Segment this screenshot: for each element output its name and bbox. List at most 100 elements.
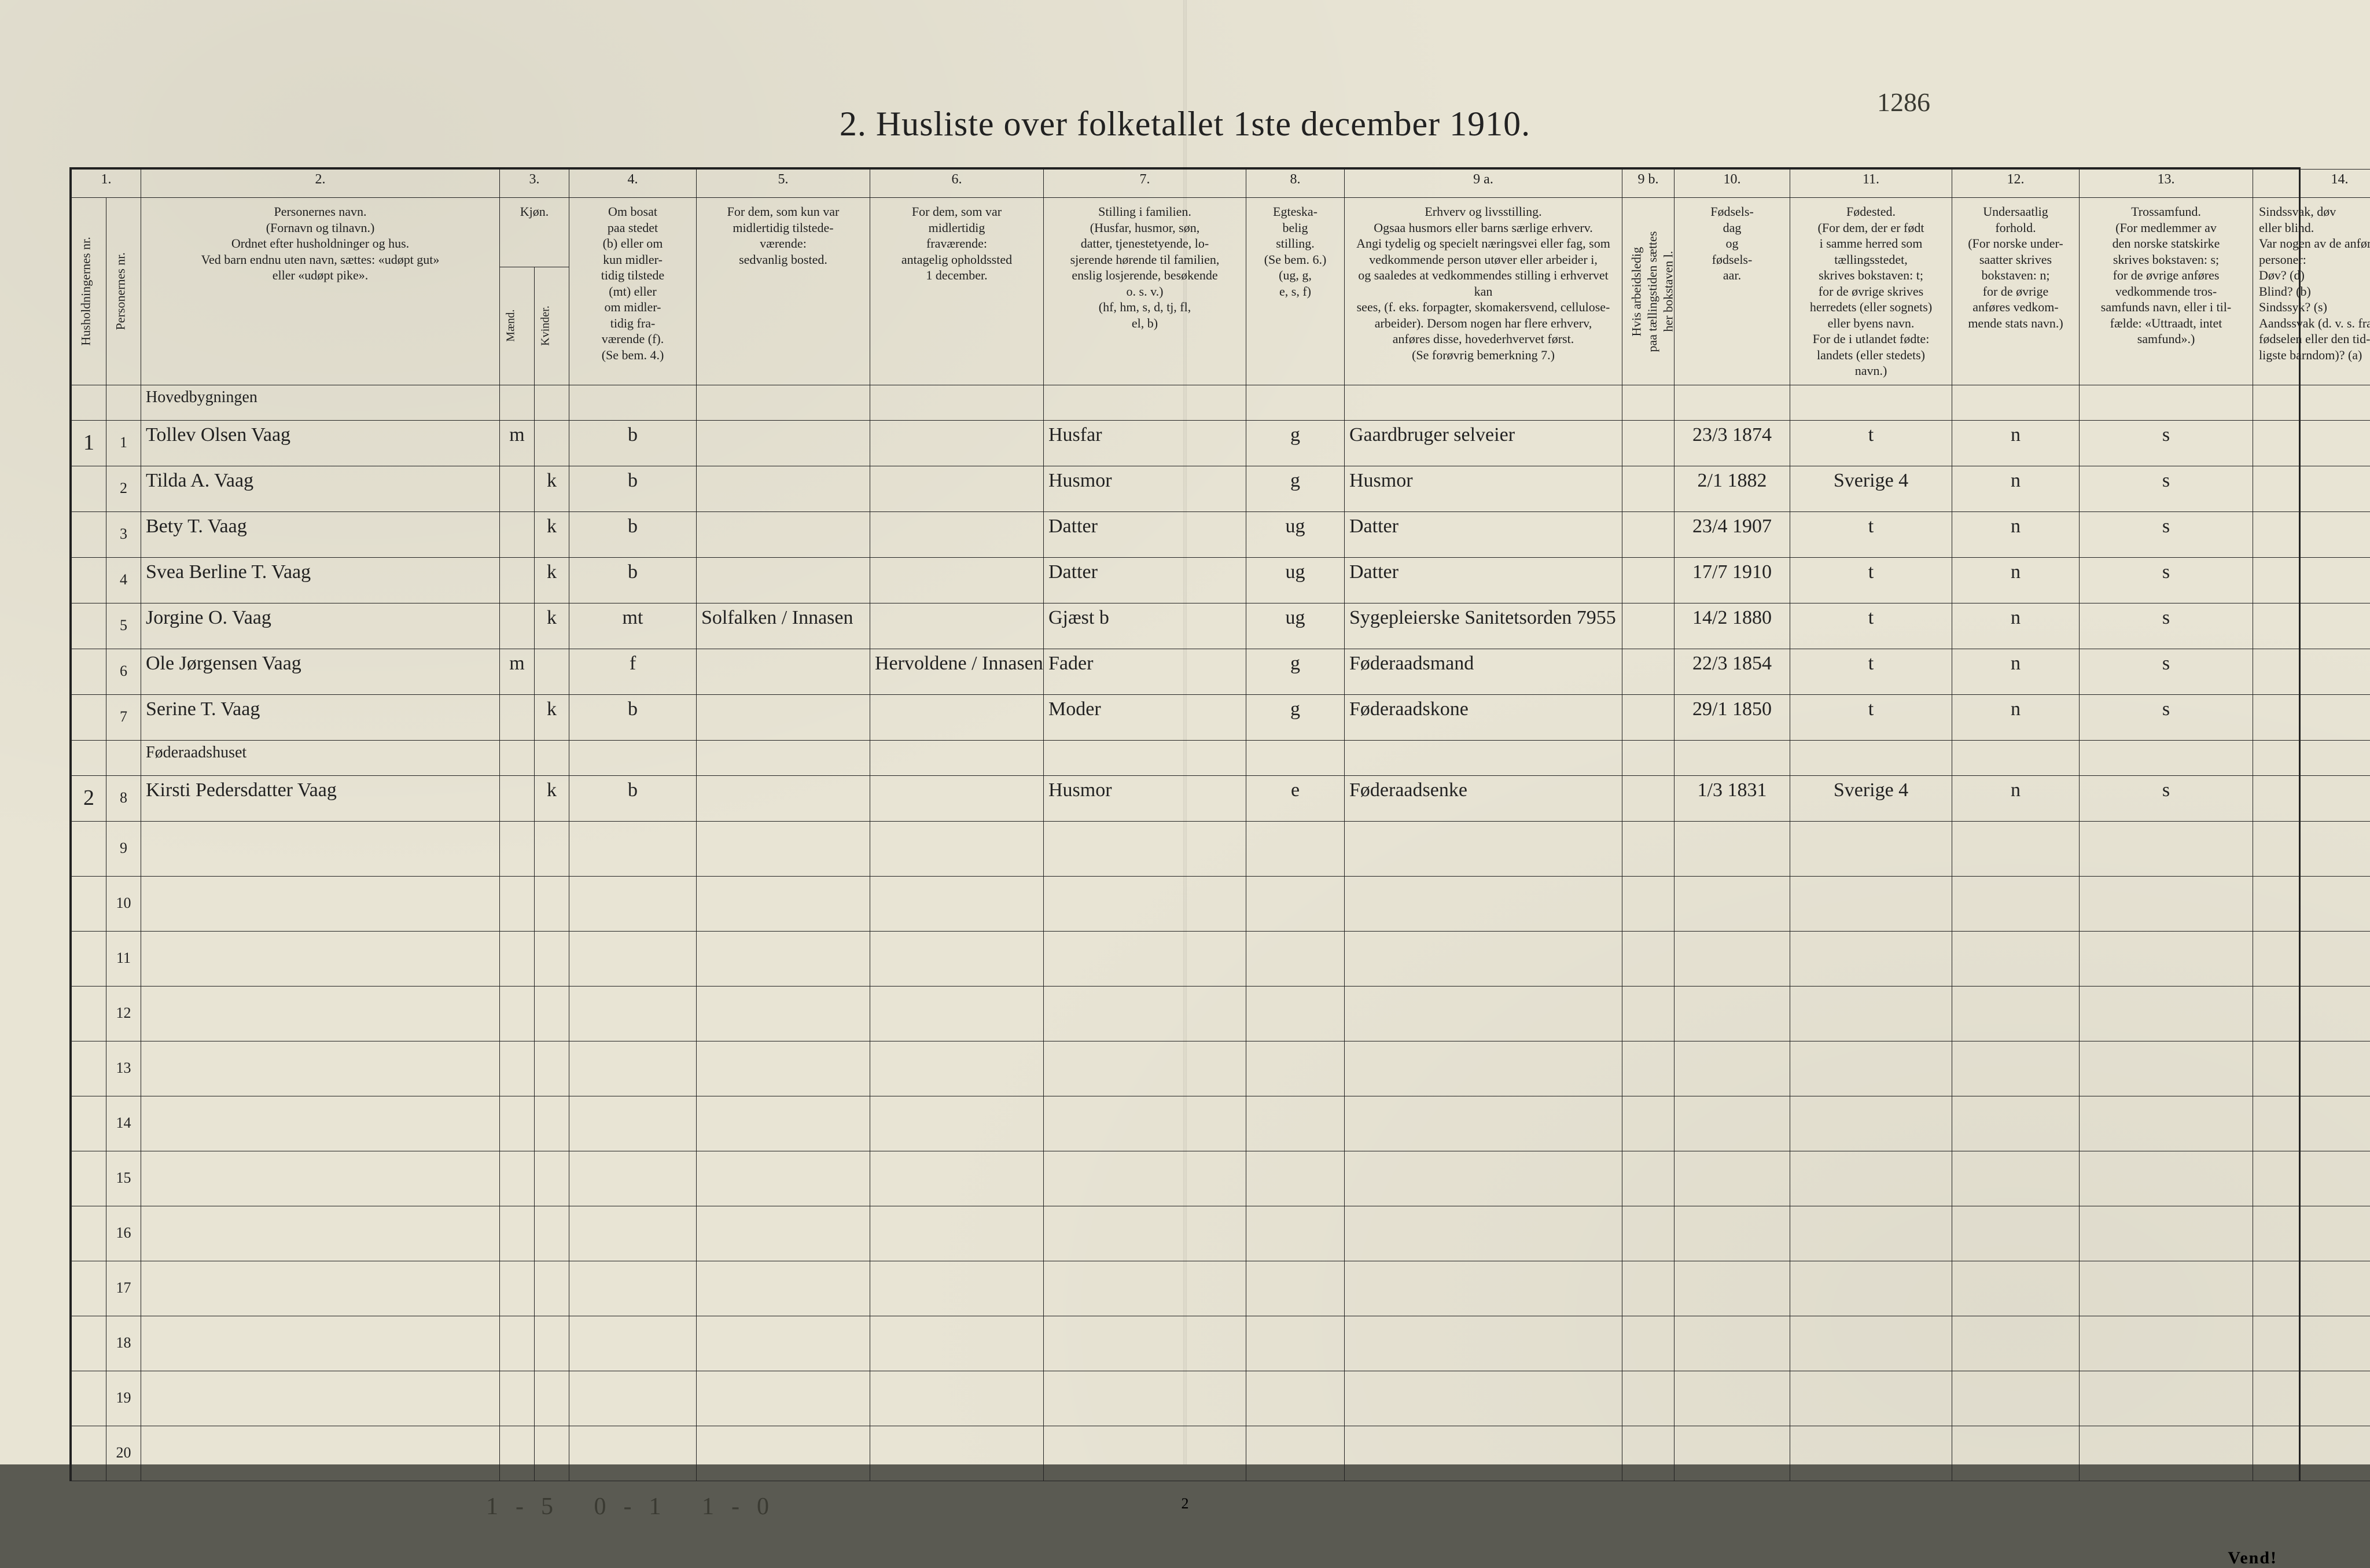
column-header-row: Husholdningernes nr. Personernes nr. Per… — [72, 198, 2370, 267]
cell-sex-k: k — [535, 694, 569, 740]
cell-sex-m — [500, 740, 535, 775]
table-row: Føderaadshuset — [72, 740, 2370, 775]
cell-empty — [1952, 986, 2080, 1041]
cell-empty — [1675, 931, 1790, 986]
cell-religion: s — [2080, 420, 2253, 466]
cell-famrel: Gjæst b — [1044, 603, 1246, 649]
cell-empty — [141, 1206, 500, 1261]
col4-resident: Om bosat paa stedet (b) eller om kun mid… — [569, 198, 697, 385]
cell-empty — [2080, 1261, 2253, 1316]
cell-nationality: n — [1952, 694, 2080, 740]
cell-empty — [500, 1316, 535, 1371]
cell-marital: g — [1246, 466, 1345, 511]
cell-sex-m — [500, 694, 535, 740]
table-row: 17 — [72, 1261, 2370, 1316]
cell-empty — [1675, 1151, 1790, 1206]
table-row: 14 — [72, 1096, 2370, 1151]
cell-f-place — [870, 466, 1044, 511]
colnum-12: 12. — [1952, 170, 2080, 198]
cell-hh-nr — [72, 385, 106, 420]
cell-religion: s — [2080, 511, 2253, 557]
cell-disability — [2253, 557, 2370, 603]
cell-empty — [697, 1261, 870, 1316]
cell-religion — [2080, 740, 2253, 775]
cell-empty — [569, 1371, 697, 1426]
cell-empty — [1675, 1261, 1790, 1316]
cell-empty — [1952, 1371, 2080, 1426]
cell-occupation: Husmor — [1345, 466, 1622, 511]
col5-mt-place: For dem, som kun var midlertidig tilsted… — [697, 198, 870, 385]
cell-hh-nr — [72, 740, 106, 775]
cell-religion: s — [2080, 649, 2253, 694]
cell-empty — [1044, 876, 1246, 931]
cell-occupation: Datter — [1345, 511, 1622, 557]
cell-empty — [1044, 986, 1246, 1041]
cell-religion: s — [2080, 775, 2253, 821]
cell-empty — [1952, 931, 2080, 986]
cell-empty — [2080, 986, 2253, 1041]
cell-disability — [2253, 603, 2370, 649]
cell-empty — [569, 1206, 697, 1261]
cell-unemployed — [1622, 649, 1675, 694]
cell-f-place — [870, 511, 1044, 557]
cell-person-nr: 4 — [106, 557, 141, 603]
cell-sex-m — [500, 385, 535, 420]
cell-empty — [1622, 821, 1675, 876]
col3-sex: Kjøn. — [500, 198, 569, 267]
cell-name: Svea Berline T. Vaag — [141, 557, 500, 603]
cell-empty — [1790, 1371, 1952, 1426]
cell-empty — [500, 986, 535, 1041]
cell-person-nr: 9 — [106, 821, 141, 876]
cell-disability — [2253, 649, 2370, 694]
table-row: 11 — [72, 931, 2370, 986]
cell-resident: b — [569, 557, 697, 603]
cell-empty — [1044, 1096, 1246, 1151]
cell-empty — [1345, 1261, 1622, 1316]
footer-page-number: 2 — [1182, 1495, 1189, 1512]
cell-empty — [141, 1041, 500, 1096]
cell-empty — [2080, 1041, 2253, 1096]
cell-empty — [2253, 1096, 2370, 1151]
cell-resident — [569, 385, 697, 420]
cell-person-nr: 19 — [106, 1371, 141, 1426]
census-table: 1. 2. 3. 4. 5. 6. 7. 8. 9 a. 9 b. 10. 11… — [71, 169, 2370, 1481]
cell-empty — [535, 1206, 569, 1261]
cell-empty — [1622, 931, 1675, 986]
cell-empty — [1952, 1426, 2080, 1481]
cell-name: Hovedbygningen — [141, 385, 500, 420]
cell-empty — [1790, 1261, 1952, 1316]
cell-empty — [697, 1151, 870, 1206]
table-row: 10 — [72, 876, 2370, 931]
cell-dob: 14/2 1880 — [1675, 603, 1790, 649]
cell-empty — [1622, 1426, 1675, 1481]
col3-m: Mænd. — [500, 267, 535, 385]
cell-empty — [535, 1371, 569, 1426]
cell-empty — [870, 1371, 1044, 1426]
cell-empty — [1622, 1151, 1675, 1206]
cell-occupation: Datter — [1345, 557, 1622, 603]
cell-empty — [1345, 1206, 1622, 1261]
colnum-2: 2. — [141, 170, 500, 198]
cell-empty — [1246, 821, 1345, 876]
cell-empty — [500, 1426, 535, 1481]
cell-disability — [2253, 740, 2370, 775]
cell-empty — [2253, 1261, 2370, 1316]
cell-name: Tilda A. Vaag — [141, 466, 500, 511]
col10-dob: Fødsels- dag og fødsels- aar. — [1675, 198, 1790, 385]
cell-empty — [697, 931, 870, 986]
cell-sex-k: k — [535, 466, 569, 511]
cell-empty — [1345, 986, 1622, 1041]
cell-name: Serine T. Vaag — [141, 694, 500, 740]
cell-empty — [1044, 821, 1246, 876]
table-frame: 1. 2. 3. 4. 5. 6. 7. 8. 9 a. 9 b. 10. 11… — [69, 167, 2301, 1481]
cell-empty — [500, 876, 535, 931]
colnum-5: 5. — [697, 170, 870, 198]
cell-marital: ug — [1246, 511, 1345, 557]
cell-empty — [2253, 931, 2370, 986]
cell-occupation — [1345, 385, 1622, 420]
cell-marital — [1246, 385, 1345, 420]
cell-f-place — [870, 775, 1044, 821]
table-row: Hovedbygningen — [72, 385, 2370, 420]
cell-person-nr — [106, 740, 141, 775]
cell-empty — [870, 1041, 1044, 1096]
